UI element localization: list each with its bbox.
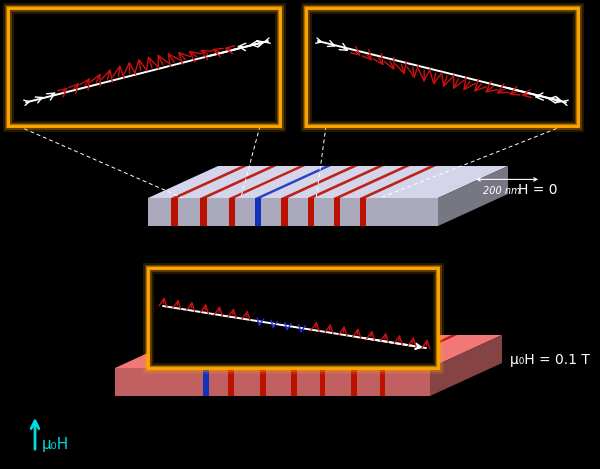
Polygon shape: [171, 198, 178, 226]
Bar: [8, 8, 280, 126]
Bar: [8, 8, 280, 126]
Bar: [148, 268, 438, 368]
Polygon shape: [292, 368, 297, 396]
Bar: [306, 8, 578, 126]
Bar: [8, 8, 280, 126]
Polygon shape: [308, 198, 314, 226]
Bar: [306, 8, 578, 126]
Bar: [148, 268, 438, 368]
Polygon shape: [334, 198, 340, 226]
Polygon shape: [229, 198, 235, 226]
Polygon shape: [360, 198, 366, 226]
Text: μ₀H: μ₀H: [42, 437, 69, 452]
Polygon shape: [351, 368, 357, 396]
Bar: [148, 268, 438, 368]
Polygon shape: [260, 368, 266, 396]
Polygon shape: [200, 166, 277, 198]
Polygon shape: [292, 335, 369, 368]
Polygon shape: [380, 335, 457, 368]
Polygon shape: [200, 198, 206, 226]
Polygon shape: [229, 335, 306, 368]
Polygon shape: [171, 166, 248, 198]
Polygon shape: [308, 166, 384, 198]
Text: 200 nm: 200 nm: [483, 186, 521, 197]
Polygon shape: [334, 166, 410, 198]
Polygon shape: [351, 335, 429, 368]
Text: μ₀H = 0.1 T: μ₀H = 0.1 T: [510, 353, 590, 367]
Polygon shape: [203, 368, 209, 396]
Bar: [148, 268, 438, 368]
Polygon shape: [229, 166, 305, 198]
Bar: [148, 268, 438, 368]
Polygon shape: [115, 368, 430, 396]
Polygon shape: [380, 368, 385, 396]
Polygon shape: [256, 198, 261, 226]
Polygon shape: [438, 166, 508, 226]
Polygon shape: [360, 166, 436, 198]
Bar: [306, 8, 578, 126]
Polygon shape: [148, 198, 438, 226]
Polygon shape: [320, 368, 325, 396]
Bar: [306, 8, 578, 126]
Text: H = 0: H = 0: [518, 183, 557, 197]
Polygon shape: [203, 335, 281, 368]
Bar: [306, 8, 578, 126]
Polygon shape: [148, 166, 508, 198]
Polygon shape: [260, 335, 338, 368]
Bar: [8, 8, 280, 126]
Bar: [8, 8, 280, 126]
Polygon shape: [430, 335, 502, 396]
Polygon shape: [256, 166, 331, 198]
Polygon shape: [229, 368, 234, 396]
Polygon shape: [115, 335, 502, 368]
Polygon shape: [281, 166, 358, 198]
Polygon shape: [281, 198, 288, 226]
Polygon shape: [320, 335, 397, 368]
